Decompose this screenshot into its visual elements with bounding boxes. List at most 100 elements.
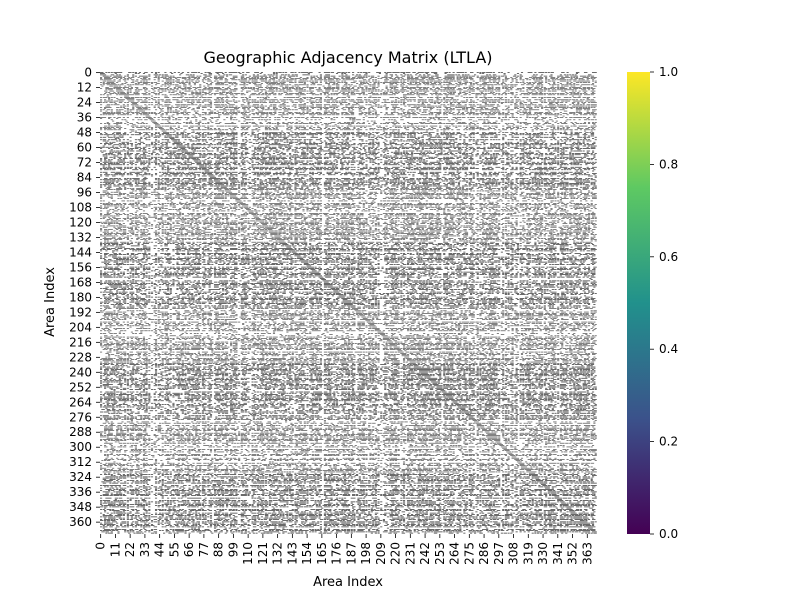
heatmap-row-cells	[102, 145, 597, 147]
heatmap-row-cells	[105, 105, 597, 107]
y-tick-label: 12	[77, 81, 92, 95]
heatmap-row-cells	[100, 241, 592, 243]
heatmap-row-cells	[100, 431, 593, 433]
y-tick-label: 120	[69, 215, 92, 229]
heatmap-row-cells	[100, 256, 593, 258]
heatmap-row-cells	[130, 130, 593, 132]
heatmap-row-cells	[100, 394, 596, 395]
heatmap-row-cells	[104, 306, 596, 308]
heatmap-row-cells	[100, 490, 595, 491]
y-tick-label: 312	[69, 455, 92, 469]
heatmap-row-cells	[102, 360, 596, 362]
heatmap-row-cells	[104, 254, 596, 255]
x-tick-label: 0	[94, 542, 108, 550]
y-tick-label: 132	[69, 230, 92, 244]
heatmap-row-cells	[105, 193, 597, 194]
heatmap-row-cells	[109, 444, 577, 445]
heatmap-row-cells	[100, 275, 595, 277]
heatmap-row-cells	[106, 135, 595, 137]
x-tick-label: 275	[462, 542, 476, 565]
heatmap-row-cells	[100, 371, 596, 373]
heatmap-row-cells	[100, 340, 597, 342]
heatmap-plot-area	[100, 72, 597, 534]
heatmap-row-cells	[102, 113, 597, 114]
colorbar-tick-label: 1.0	[659, 65, 678, 79]
heatmap-row-cells	[104, 268, 596, 269]
heatmap-row-cells	[105, 286, 596, 288]
x-tick-label: 286	[477, 542, 491, 565]
y-tick-label: 36	[77, 111, 92, 125]
heatmap-row-cells	[104, 507, 593, 509]
heatmap-row-cells	[100, 205, 596, 207]
heatmap-row-cells	[100, 228, 592, 229]
heatmap-row-cells	[100, 366, 596, 368]
y-tick-label: 204	[69, 320, 92, 334]
heatmap-row-cells	[105, 173, 597, 174]
heatmap-row-cells	[108, 201, 572, 203]
heatmap-row-cells	[157, 334, 588, 335]
y-tick-label: 168	[69, 275, 92, 289]
heatmap-row-cells	[100, 419, 595, 420]
x-tick-label: 121	[256, 542, 270, 565]
heatmap-row-cells	[100, 362, 595, 364]
heatmap-row-cells	[100, 332, 592, 334]
heatmap-row-cells	[105, 265, 581, 267]
heatmap-row-cells	[100, 417, 597, 419]
x-tick-label: 22	[123, 542, 137, 557]
heatmap-row-cells	[102, 140, 592, 142]
heatmap-row-cells	[100, 467, 596, 469]
heatmap-row-cells	[100, 96, 596, 98]
heatmap-row-cells	[100, 311, 597, 313]
heatmap-row-cells	[100, 432, 596, 434]
colorbar	[627, 72, 650, 534]
heatmap-row-cells	[100, 225, 596, 227]
heatmap-row-cells	[100, 184, 596, 186]
heatmap-row-cells	[105, 183, 596, 184]
heatmap-row-cells	[102, 491, 597, 493]
heatmap-row-cells	[104, 459, 596, 460]
y-tick-label: 108	[69, 200, 92, 214]
heatmap-row-cells	[104, 454, 597, 455]
heatmap-row-cells	[100, 164, 595, 166]
x-tick-label: 363	[580, 542, 594, 565]
heatmap-row-cells	[100, 106, 596, 108]
heatmap-row-cells	[100, 337, 595, 339]
y-tick-label: 276	[69, 410, 92, 424]
heatmap-row-cells	[102, 294, 593, 295]
x-tick-label: 44	[153, 542, 167, 557]
heatmap-row-cells	[100, 73, 579, 74]
heatmap-row-cells	[101, 409, 595, 410]
heatmap-row-cells	[100, 465, 589, 467]
heatmap-row-cells	[100, 253, 595, 254]
heatmap-row-cells	[100, 208, 597, 209]
heatmap-row-cells	[104, 442, 593, 444]
heatmap-row-cells	[100, 230, 593, 232]
heatmap-row-cells	[104, 178, 593, 179]
heatmap-row-cells	[105, 420, 597, 422]
heatmap-row-cells	[100, 385, 593, 387]
heatmap-row-cells	[102, 395, 597, 397]
y-tick-label: 0	[84, 66, 92, 80]
heatmap-row-cells	[100, 391, 595, 393]
heatmap-row-cells	[102, 525, 595, 526]
heatmap-row-cells	[102, 384, 596, 385]
heatmap-row-cells	[104, 339, 593, 340]
heatmap-row-cells	[100, 139, 597, 141]
heatmap-row-cells	[100, 221, 593, 223]
heatmap-row-cells	[100, 274, 596, 275]
y-tick-label: 156	[69, 260, 92, 274]
heatmap-row-cells	[102, 75, 595, 77]
heatmap-row-cells	[100, 175, 597, 177]
heatmap-row-cells	[100, 258, 597, 259]
y-tick-label: 360	[69, 515, 92, 529]
heatmap-row-cells	[100, 321, 596, 323]
heatmap-row-cells	[100, 406, 595, 408]
heatmap-row-cells	[100, 158, 595, 159]
heatmap-row-cells	[101, 85, 597, 87]
heatmap-row-cells	[100, 341, 596, 343]
heatmap-row-cells	[161, 496, 597, 498]
heatmap-row-cells	[104, 521, 597, 523]
heatmap-row-cells	[108, 124, 596, 126]
heatmap-row-cells	[100, 399, 597, 400]
heatmap-row-cells	[100, 163, 596, 164]
